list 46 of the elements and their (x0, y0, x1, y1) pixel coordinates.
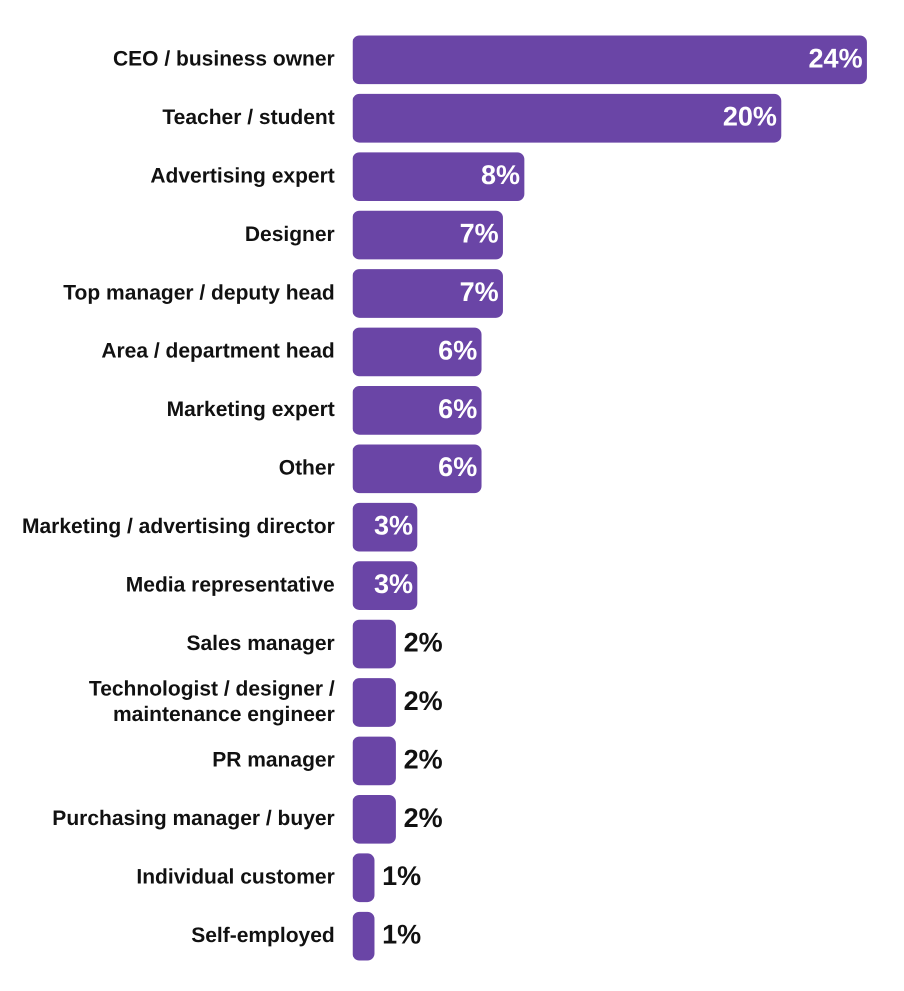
bar (352, 853, 374, 902)
y-tick-label: Marketing / advertising director (22, 515, 335, 538)
data-label: 2% (404, 744, 443, 774)
y-tick-label: Other (278, 456, 335, 480)
y-tick-label: Individual customer (136, 866, 335, 889)
data-label: 2% (404, 686, 443, 716)
bar (352, 386, 482, 435)
y-tick-label: Area / department head (101, 340, 335, 363)
bar (352, 620, 396, 668)
bar (352, 736, 396, 786)
data-label: 2% (404, 802, 443, 833)
y-tick-label: Media representative (126, 573, 335, 596)
data-label: 3% (374, 569, 413, 600)
data-label: 1% (382, 861, 422, 892)
data-label: 7% (460, 218, 499, 249)
y-tick-label: Sales manager (186, 632, 335, 655)
y-tick-label: PR manager (212, 748, 335, 772)
data-label: 6% (438, 335, 478, 366)
y-tick-label: Designer (244, 222, 335, 246)
bar (352, 94, 782, 143)
y-tick-label: CEO / business owner (113, 48, 335, 71)
data-label: 8% (480, 160, 520, 190)
bar (352, 444, 482, 494)
data-label: 20% (722, 102, 777, 132)
y-tick-label: Marketing expert (166, 398, 335, 422)
y-tick-label: Top manager / deputy head (63, 281, 335, 304)
bar (352, 795, 396, 844)
data-label: 6% (438, 452, 478, 482)
data-label: 1% (382, 920, 422, 950)
y-tick-label: Teacher / student (162, 106, 335, 130)
bar (352, 210, 503, 260)
y-tick-label: Self-employed (191, 924, 335, 947)
data-label: 7% (460, 276, 499, 307)
data-label: 6% (438, 394, 478, 424)
bar (352, 269, 503, 318)
y-tick-label: Advertising expert (150, 164, 335, 188)
y-tick-label: Technologist / designer / maintenance engineer (88, 678, 335, 726)
y-tick-label: Purchasing manager / buyer (52, 807, 335, 830)
data-label: 24% (808, 43, 863, 74)
bar (352, 328, 482, 376)
bar (352, 912, 374, 961)
bar (352, 35, 867, 84)
data-label: 2% (404, 628, 443, 658)
bar (352, 152, 524, 201)
data-label: 3% (374, 510, 413, 541)
bar (352, 678, 396, 727)
